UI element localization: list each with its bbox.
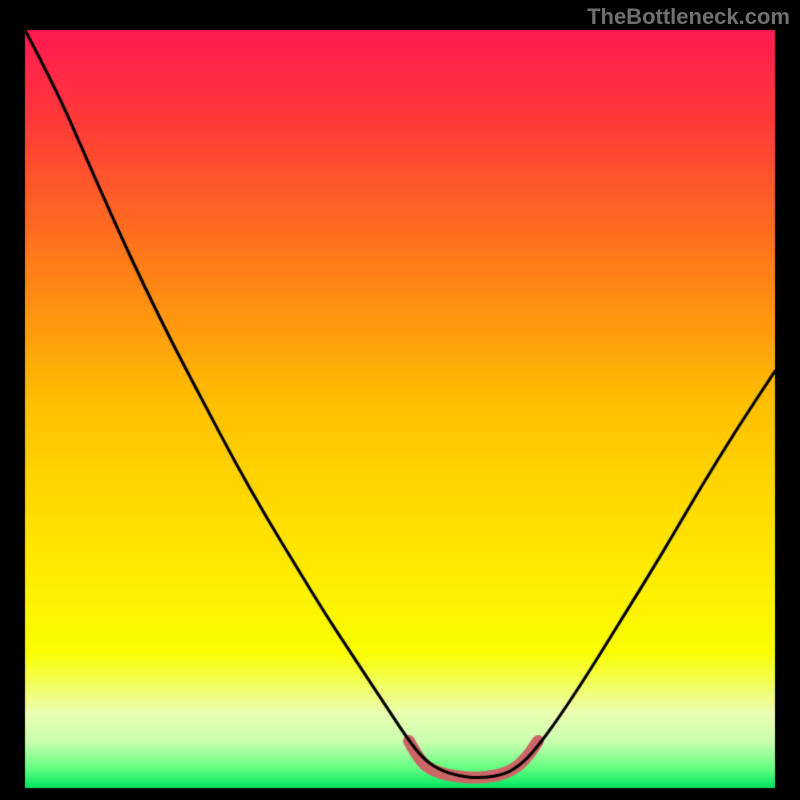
bottleneck-chart-canvas xyxy=(0,0,800,800)
chart-stage: TheBottleneck.com xyxy=(0,0,800,800)
